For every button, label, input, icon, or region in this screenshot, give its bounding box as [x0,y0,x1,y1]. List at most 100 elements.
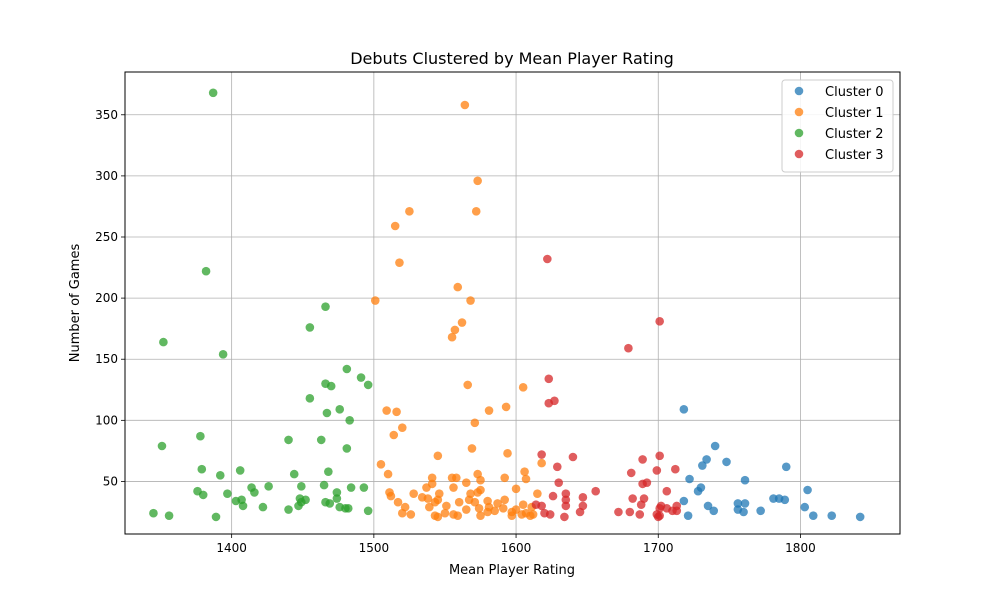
cluster-2-point [316,435,326,445]
cluster-2-point [201,266,211,276]
cluster-1-point [389,430,399,440]
cluster-1-point [390,221,400,231]
cluster-2-point [250,488,259,497]
legend: Cluster 0 Cluster 1 Cluster 2 Cluster 3 [781,79,894,173]
cluster-2-point [211,512,221,522]
cluster-1-point [453,511,463,520]
cluster-2-point [196,431,205,441]
cluster-2-point [342,364,352,374]
cluster-2-point [319,480,329,490]
legend-marker [794,128,804,138]
cluster-2-point [215,471,225,480]
cluster-1-point [521,474,531,484]
cluster-1-point [461,478,471,487]
cluster-1-point [511,484,521,494]
cluster-3-point [614,507,623,517]
cluster-3-point [655,317,664,326]
cluster-3-point [635,510,645,519]
cluster-2-point [324,467,333,476]
grid [125,72,900,534]
y-tick-label: 50 [103,474,118,488]
cluster-1-point [447,473,457,483]
cluster-1-point [483,507,492,517]
cluster-2-point [284,505,293,514]
legend-label: Cluster 1 [825,106,884,121]
cluster-1-point [476,475,485,485]
cluster-1-point [392,407,401,417]
cluster-3-point [544,374,554,384]
cluster-1-point [386,491,396,501]
cluster-3-point [624,343,633,353]
cluster-1-point [500,495,509,505]
cluster-1-point [503,449,512,458]
cluster-2-point [325,499,335,508]
cluster-0-point [685,474,694,484]
legend-marker [794,107,804,117]
cluster-3-point [554,478,564,487]
cluster-2-point [363,506,373,516]
cluster-2-point [326,381,336,391]
cluster-0-point [781,462,791,472]
cluster-3-point [578,493,588,502]
cluster-1-point [467,444,477,453]
cluster-1-point [440,508,450,518]
cluster-0-point [703,501,713,511]
cluster-2-point [235,466,245,475]
cluster-2-point [335,405,345,414]
cluster-0-point [679,496,689,506]
cluster-2-point [345,416,354,425]
cluster-3-point [548,491,558,501]
y-tick-label: 300 [95,169,118,183]
cluster-1-point [453,282,463,292]
cluster-1-point [520,467,529,476]
cluster-3-point [537,501,546,511]
x-tick-label: 1800 [785,541,816,555]
cluster-1-point [533,489,542,498]
cluster-1-point [383,469,393,479]
cluster-2-point [346,483,356,492]
cluster-1-point [507,511,517,520]
x-tick-label: 1600 [501,541,532,555]
y-tick-label: 100 [95,413,118,427]
cluster-1-point [461,505,471,514]
cluster-1-point [433,512,443,522]
x-tick-label: 1700 [643,541,674,555]
cluster-0-point [855,512,865,522]
cluster-3-point [662,486,672,496]
cluster-1-point [447,332,457,342]
legend-label: Cluster 2 [825,127,884,142]
cluster-3-point [543,254,552,264]
cluster-2-point [363,380,373,390]
cluster-0-point [733,499,743,508]
cluster-2-point [197,464,207,474]
cluster-2-point [149,508,158,518]
cluster-3-point [560,512,569,522]
y-tick-label: 150 [95,352,118,366]
cluster-3-point [655,451,664,461]
cluster-0-point [827,511,837,520]
cluster-1-point [474,504,484,513]
cluster-0-point [698,461,707,470]
cluster-1-point [470,497,480,507]
cluster-1-point [395,258,404,267]
cluster-1-point [430,497,440,507]
cluster-3-point [544,398,554,408]
cluster-3-point [626,468,636,478]
cluster-3-point [671,464,680,474]
cluster-2-point [198,490,208,500]
cluster-0-point [740,499,750,508]
cluster-1-point [370,296,380,305]
cluster-0-point [722,457,731,467]
cluster-0-point [800,502,810,512]
cluster-3-point [652,466,662,475]
legend-marker [794,86,804,96]
cluster-1-point [518,383,528,392]
cluster-1-point [427,473,437,483]
cluster-1-point [406,510,416,519]
legend-marker [794,149,804,159]
cluster-2-point [159,337,168,347]
cluster-3-point [561,489,571,498]
cluster-0-point [702,455,711,464]
cluster-1-point [484,406,494,415]
